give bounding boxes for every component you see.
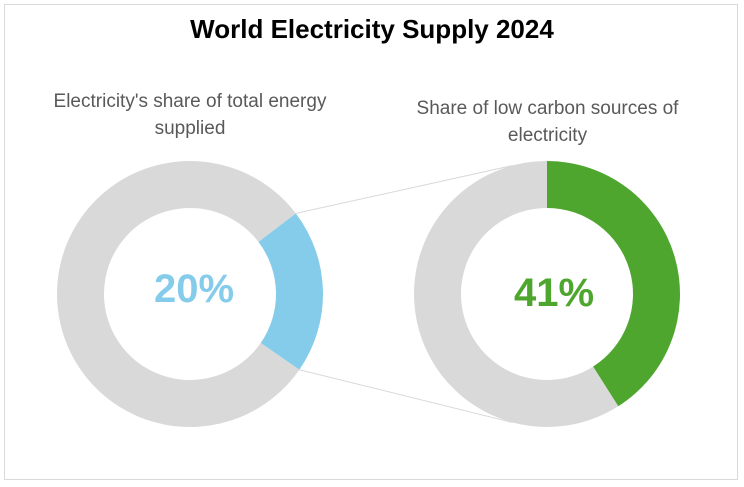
right-center-label: 41% <box>514 271 594 315</box>
left-slice-electricity <box>258 213 323 370</box>
chart-title: World Electricity Supply 2024 <box>190 14 554 44</box>
right-slice-other-sources <box>414 161 619 427</box>
connector-lines <box>295 165 513 423</box>
right-chart-title: Share of low carbon sources of electrici… <box>416 98 679 146</box>
connector-bottom <box>299 369 513 423</box>
connector-top <box>295 165 513 214</box>
left-chart-title: Electricity's share of total energy supp… <box>53 91 327 139</box>
left-slice-other-energy <box>56 161 300 428</box>
right-donut <box>414 161 681 427</box>
left-center-label: 20% <box>154 267 234 311</box>
left-donut <box>56 161 323 428</box>
right-slice-low-carbon-sources <box>547 161 681 407</box>
